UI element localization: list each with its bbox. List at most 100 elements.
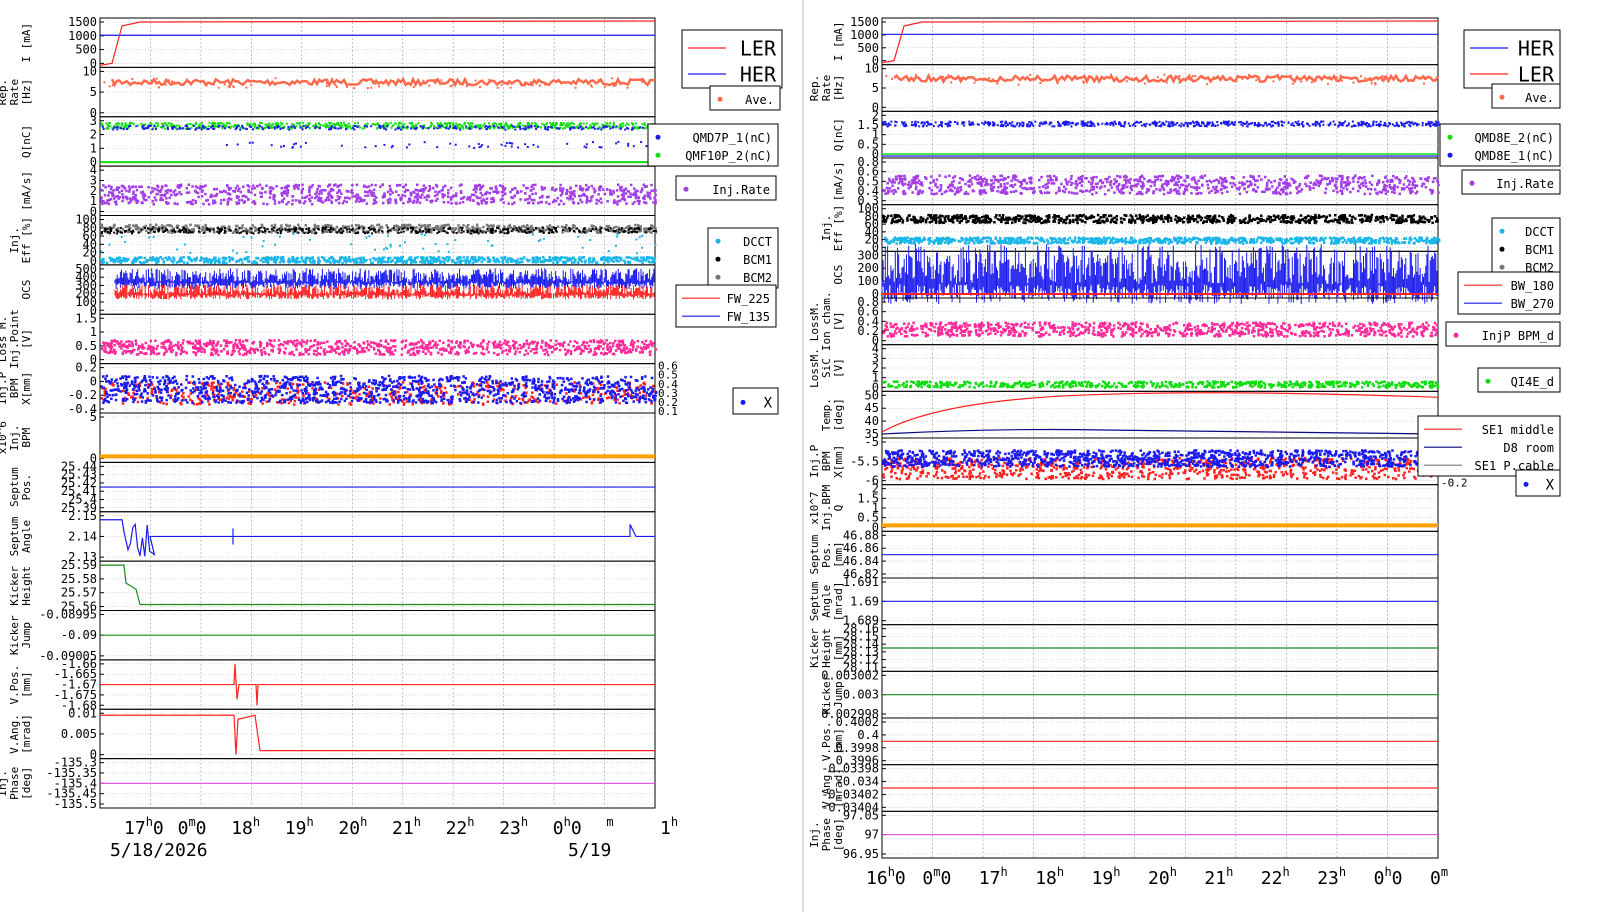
qmf-point: [201, 122, 203, 124]
bcm1-point: [368, 231, 370, 233]
loss-point: [637, 340, 640, 343]
loss-point: [215, 344, 218, 347]
qmd-point: [437, 127, 439, 129]
dcct-point: [504, 256, 507, 259]
qmf-point: [492, 123, 494, 125]
inj-rate-point: [201, 189, 204, 192]
loss-point: [641, 341, 644, 344]
bcm1-point: [443, 227, 445, 229]
inj-rate-point: [619, 188, 622, 191]
rep-rate-point: [275, 77, 277, 79]
qmf-point: [509, 127, 511, 129]
qmd-point: [116, 128, 118, 130]
bcm1-point: [518, 231, 520, 233]
dcct-point: [355, 259, 358, 262]
loss-point: [392, 353, 395, 356]
dcct-point: [222, 262, 225, 265]
bcm2-point: [286, 225, 289, 228]
inj-rate-point: [340, 193, 343, 196]
bcm1-point: [258, 232, 260, 234]
qmf-point: [377, 127, 379, 129]
dcct-point: [243, 236, 245, 238]
inj-rate-point: [654, 189, 657, 192]
qmf-point: [413, 125, 415, 127]
qmd-point: [620, 127, 622, 129]
dcct-point: [552, 261, 555, 264]
inj-rate-point: [135, 198, 138, 201]
loss-point: [453, 346, 456, 349]
qmd-point: [300, 127, 302, 129]
qmd-point: [513, 126, 515, 128]
qmd-point: [514, 129, 516, 131]
loss-point: [123, 343, 126, 346]
bcm1-point: [393, 227, 395, 229]
qmd-point: [222, 125, 224, 127]
inj-rate-point: [387, 202, 390, 205]
dcct-point: [481, 261, 484, 264]
loss-point: [599, 345, 602, 348]
qmf-point: [362, 128, 364, 130]
loss-point: [545, 345, 548, 348]
loss-point: [241, 346, 244, 349]
inj-rate-point: [178, 187, 181, 190]
rep-rate-point: [510, 87, 512, 89]
inj-rate-point: [287, 201, 290, 204]
qmf-point: [644, 128, 646, 130]
inj-rate-point: [374, 199, 377, 202]
loss-point: [519, 344, 522, 347]
bcm1-point: [653, 230, 655, 232]
dcct-point: [652, 261, 655, 264]
qmf-point: [433, 125, 435, 127]
inj-rate-point: [291, 203, 294, 206]
qmf-point: [107, 127, 109, 129]
inj-rate-point: [157, 186, 160, 189]
loss-point: [326, 351, 329, 354]
inj-rate-point: [641, 188, 644, 191]
dcct-point: [155, 262, 158, 265]
qmd-point: [573, 127, 575, 129]
dcct-point: [487, 257, 490, 260]
inj-rate-point: [370, 190, 373, 193]
loss-point: [126, 347, 129, 350]
bcm1-point: [219, 231, 221, 233]
inj-rate-point: [566, 189, 569, 192]
dcct-point: [555, 259, 558, 262]
loss-point: [308, 349, 311, 352]
bcm2-point: [591, 224, 594, 227]
loss-point: [418, 341, 421, 344]
bcm1-point: [443, 230, 445, 232]
rep-rate-point: [575, 87, 577, 89]
bcm2-point: [409, 224, 412, 227]
inj-rate-point: [459, 184, 462, 187]
bcm1-point: [113, 232, 115, 234]
qmf-point: [171, 123, 173, 125]
dcct-point: [282, 257, 285, 260]
qmd-point: [194, 129, 196, 131]
y-point: [371, 387, 374, 390]
rep-rate-point: [336, 86, 338, 88]
loss-point: [220, 344, 223, 347]
y-point: [288, 402, 291, 405]
inj-rate-point: [450, 187, 453, 190]
qmd-point: [479, 146, 481, 148]
bcm2-point: [241, 224, 244, 227]
bcm1-point: [147, 232, 149, 234]
bcm1-point: [185, 230, 187, 232]
loss-point: [188, 341, 191, 344]
qmf-point: [552, 122, 554, 124]
loss-point: [236, 347, 239, 350]
inj-rate-point: [620, 186, 623, 189]
inj-rate-point: [301, 189, 304, 192]
loss-point: [233, 344, 236, 347]
inj-rate-point: [417, 193, 420, 196]
inj-rate-point: [342, 202, 345, 205]
loss-point: [383, 353, 386, 356]
loss-point: [447, 339, 450, 342]
bcm1-point: [209, 230, 211, 232]
inj-rate-point: [625, 202, 628, 205]
dcct-point: [424, 262, 427, 265]
dcct-point: [176, 261, 179, 264]
bcm1-point: [471, 230, 473, 232]
bcm1-point: [573, 230, 575, 232]
